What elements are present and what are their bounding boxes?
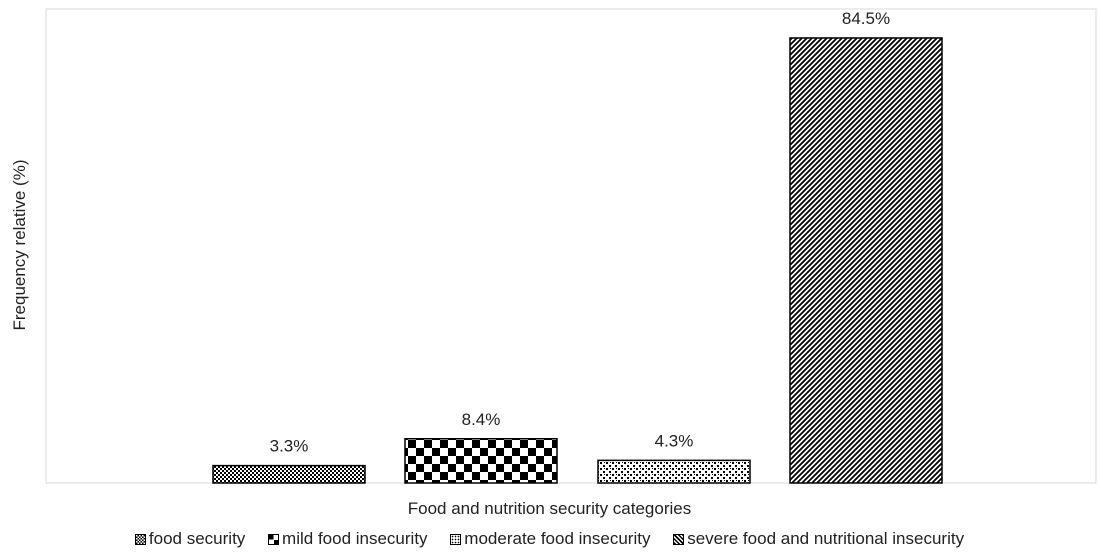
data-label: 84.5% xyxy=(842,9,890,28)
legend-item-mild-food-insecurity: mild food insecurity xyxy=(268,529,428,549)
y-axis-label: Frequency relative (%) xyxy=(10,159,29,331)
legend-swatch-large-checker-icon xyxy=(268,534,280,545)
legend-item-moderate-food-insecurity: moderate food insecurity xyxy=(450,529,650,549)
bar-food-security xyxy=(212,464,366,484)
legend-swatch-dots-icon xyxy=(450,534,462,545)
legend-item-food-security: food security xyxy=(134,529,246,549)
legend-label: severe food and nutritional insecurity xyxy=(687,529,965,548)
legend: food security mild food insecurity moder… xyxy=(0,529,1099,549)
data-label: 4.3% xyxy=(655,431,694,450)
data-label: 8.4% xyxy=(462,410,501,429)
bar-severe-food-and-nutritional-insecurity xyxy=(789,37,943,484)
bar-moderate-food-insecurity xyxy=(597,459,751,484)
data-label: 3.3% xyxy=(270,437,309,456)
legend-label: food security xyxy=(148,529,246,548)
legend-swatch-fine-checker-icon xyxy=(134,534,146,545)
legend-item-severe-food-insecurity: severe food and nutritional insecurity xyxy=(673,529,964,549)
legend-swatch-diagonal-icon xyxy=(673,534,685,545)
bar-mild-food-insecurity xyxy=(404,438,558,484)
plot-frame xyxy=(45,8,1097,484)
legend-label: mild food insecurity xyxy=(282,529,428,548)
legend-label: moderate food insecurity xyxy=(464,529,651,548)
x-axis-label: Food and nutrition security categories xyxy=(407,499,692,518)
